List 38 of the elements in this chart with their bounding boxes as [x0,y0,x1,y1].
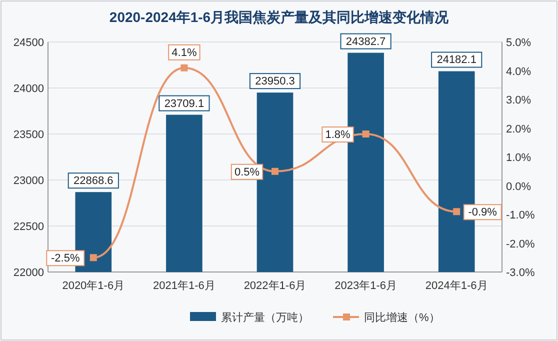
x-tick-label: 2023年1-6月 [334,280,397,292]
y2-tick-label: -3.0% [506,267,535,279]
point [180,64,188,72]
data-label: 22868.6 [74,175,114,188]
data-label: 23709.1 [164,98,204,110]
point [90,254,97,262]
y-tick-label: 22500 [13,221,44,233]
data-label: -2.5% [51,252,80,265]
y2-tick-label: 1.0% [506,152,532,164]
y-tick-label: 23500 [13,129,44,141]
y-tick-label: 24500 [13,37,44,49]
y2-tick-label: 2.0% [506,123,532,136]
data-label: 0.5% [234,166,260,178]
y-tick-label: 22000 [13,267,44,279]
data-label: 23950.3 [255,76,295,88]
y2-tick-label: 3.0% [506,94,532,106]
data-label: 1.8% [325,129,351,141]
chart-title: 2020-2024年1-6月我国焦炭产量及其同比增速变化情况 [109,9,450,25]
data-label: 24382.7 [346,36,386,48]
y2-tick-label: 4.0% [506,66,532,78]
point [362,130,370,138]
y2-tick-label: -1.0% [506,210,535,222]
point [453,208,460,216]
point [272,168,278,175]
data-label: 24182.1 [436,54,476,66]
x-tick-label: 2020年1-6月 [62,280,125,292]
data-label: 4.1% [172,46,197,59]
legend-label: 累计产量（万吨） [221,311,309,324]
y-tick-label: 24000 [13,83,44,95]
y2-tick-label: 5.0% [506,37,532,49]
y-tick-label: 23000 [13,175,44,187]
data-label: -0.9% [468,206,498,219]
x-tick-label: 2021年1-6月 [153,280,216,292]
x-tick-label: 2024年1-6月 [425,280,488,292]
legend-label: 同比增速（%） [364,311,440,324]
y2-tick-label: -2.0% [506,238,535,250]
y2-tick-label: 0.0% [506,180,532,193]
x-tick-label: 2022年1-6月 [244,280,306,292]
